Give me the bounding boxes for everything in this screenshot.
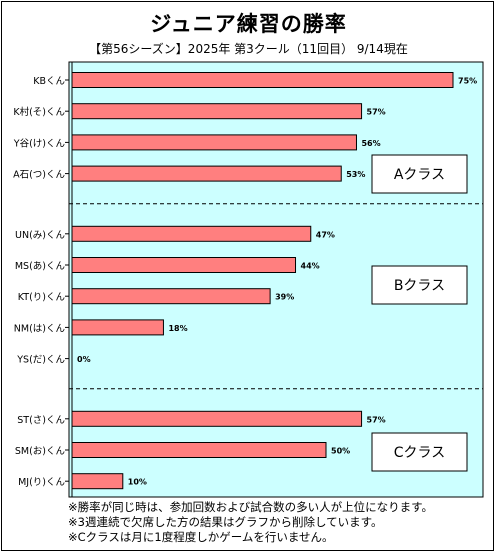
category-label: MS(あ)くん [15,261,65,272]
chart-subtitle: 【第56シーズン】2025年 第3クール（11回目） 9/14現在 [89,42,408,56]
class-label-box [371,265,468,305]
data-label: 39% [275,293,294,302]
bar [71,72,454,88]
bar [71,225,312,242]
bar [71,319,164,336]
category-label: ST(さ)くん [17,415,65,426]
class-label: Bクラス [394,278,445,294]
data-label: 47% [316,230,335,239]
category-label: SM(お)くん [15,446,65,457]
class-label: Cクラス [394,445,446,461]
data-label: 56% [361,139,380,148]
class-label-box [371,432,468,472]
data-label: 57% [367,415,386,424]
data-label: 50% [331,447,350,456]
bar [71,103,363,120]
category-label: NM(は)くん [14,323,65,334]
category-label: Y谷(け)くん [13,138,65,149]
bar [71,134,357,151]
category-label: K村(そ)くん [13,106,65,118]
category-label: KBくん [33,76,65,87]
category-label: MJ(り)くん [18,477,65,488]
data-label: 75% [458,77,477,86]
data-label: 10% [128,478,147,487]
bar [71,442,327,458]
footnote: ※勝率が同じ時は、参加回数および試合数の多い人が上位になります。 [68,500,433,514]
chart-title: ジュニア練習の勝率 [150,12,347,36]
bar [71,473,124,490]
class-label: Aクラス [394,167,445,183]
data-label: 44% [301,262,320,271]
data-label: 18% [168,324,187,333]
data-label: 57% [367,108,386,117]
bar [71,288,271,305]
category-label: A石(つ)くん [13,170,65,181]
bar [71,257,297,273]
data-label: 0% [77,355,91,364]
data-label: 53% [346,170,365,179]
footnote: ※3週連続で欠席した方の結果はグラフから削除しています。 [68,515,383,529]
category-label: YS(だ)くん [16,355,65,366]
footnote: ※Cクラスは月に1度程度しかゲームを行いません。 [68,530,334,544]
class-label-box [371,154,468,194]
category-label: UN(み)くん [15,230,65,241]
category-label: KT(り)くん [18,292,65,303]
bar [71,165,342,182]
footnotes: ※勝率が同じ時は、参加回数および試合数の多い人が上位になります。 ※3週連続で欠… [68,500,488,545]
bar [71,410,363,427]
